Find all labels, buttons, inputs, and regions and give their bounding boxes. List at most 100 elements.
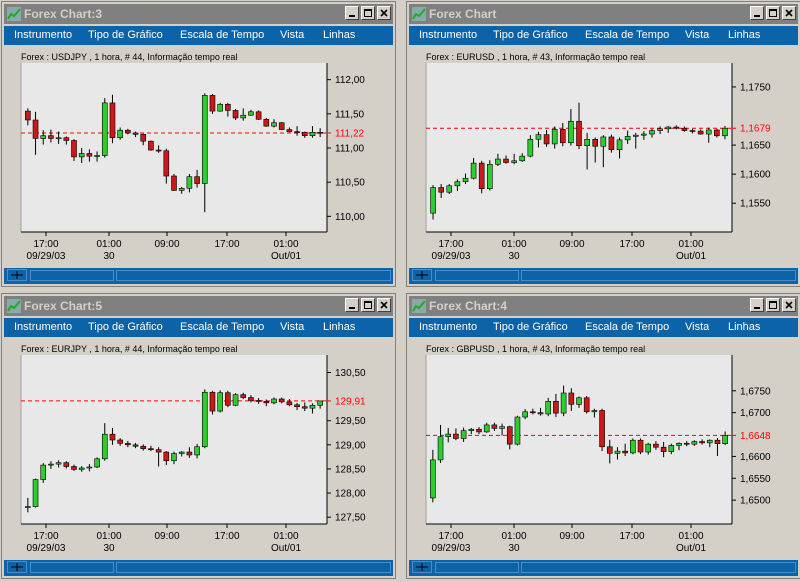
menu-tipo-de-grafico[interactable]: Tipo de Gráfico [493, 29, 568, 41]
menu-instrumento[interactable]: Instrumento [14, 29, 73, 41]
crosshair-icon[interactable] [7, 269, 27, 281]
menu-instrumento[interactable]: Instrumento [419, 29, 478, 41]
chart-window-1[interactable]: Forex Chart:3 Instrumento Tipo de Gráfico E… [1, 1, 396, 287]
chart-window-2[interactable]: Forex Chart Instrumento Tipo de Gráfico Esc… [406, 1, 800, 287]
title-bar[interactable]: Forex Chart:5 [4, 296, 393, 316]
candle-body [476, 428, 482, 433]
candle [94, 457, 100, 468]
candle [101, 423, 108, 461]
candle-body [186, 176, 193, 189]
x-tick-label: 09:00 [154, 239, 179, 250]
candle [705, 127, 712, 143]
title-bar[interactable]: Forex Chart:3 [4, 4, 393, 24]
candle-body [560, 392, 567, 414]
menu-tipo-de-grafico[interactable]: Tipo de Gráfico [493, 321, 568, 333]
menu-linhas[interactable]: Linhas [323, 321, 356, 333]
candle [155, 145, 162, 153]
y-tick-label: 111,50 [335, 109, 365, 120]
candle [148, 445, 154, 452]
x-tick-label: 01:00 [96, 531, 121, 542]
chart-canvas[interactable]: Forex : GBPUSD , 1 hora, # 43, Informaçã… [420, 340, 794, 552]
plot-area [426, 355, 732, 524]
candle-body [86, 466, 93, 469]
menu-escala-de-tempo[interactable]: Escala de Tempo [585, 29, 670, 41]
chart-window-3[interactable]: Forex Chart:5 Instrumento Tipo de Gráfico E… [1, 293, 396, 579]
candle-body [553, 400, 559, 414]
candle-body [591, 410, 598, 413]
candle [660, 441, 667, 458]
x-date-label: 09/29/03 [432, 251, 471, 260]
candle-body [178, 188, 185, 191]
candle-body [71, 140, 77, 158]
maximize-button[interactable] [766, 298, 780, 312]
close-button[interactable] [782, 298, 796, 312]
close-icon [785, 301, 793, 309]
candle-body [522, 411, 528, 418]
candle-body [530, 411, 536, 414]
chart-canvas[interactable]: Forex : USDJPY , 1 hora, # 44, Informaçã… [15, 48, 389, 260]
menu-escala-de-tempo[interactable]: Escala de Tempo [180, 321, 265, 333]
maximize-button[interactable] [361, 298, 375, 312]
candle-body [317, 131, 323, 134]
chart-app-icon [7, 7, 21, 21]
menu-vista[interactable]: Vista [280, 29, 305, 41]
maximize-button[interactable] [766, 6, 780, 20]
menu-vista[interactable]: Vista [280, 321, 305, 333]
menu-tipo-de-grafico[interactable]: Tipo de Gráfico [88, 29, 163, 41]
menu-escala-de-tempo[interactable]: Escala de Tempo [180, 29, 265, 41]
chart-app-icon [7, 299, 21, 313]
window-title: Forex Chart [429, 7, 497, 21]
minimize-button[interactable] [345, 298, 359, 312]
close-button[interactable] [377, 298, 391, 312]
maximize-button[interactable] [361, 6, 375, 20]
candle-body [132, 132, 139, 135]
candle-body [673, 126, 680, 129]
candle [263, 117, 270, 127]
menu-vista[interactable]: Vista [685, 29, 710, 41]
menu-linhas[interactable]: Linhas [323, 29, 356, 41]
menu-linhas[interactable]: Linhas [728, 29, 761, 41]
candle [240, 108, 247, 121]
candle [201, 389, 208, 449]
menu-instrumento[interactable]: Instrumento [419, 321, 478, 333]
candle-body [676, 442, 682, 446]
minimize-button[interactable] [750, 298, 764, 312]
chart-canvas[interactable]: Forex : EURJPY , 1 hora, # 44, Informaçã… [15, 340, 389, 552]
menu-instrumento[interactable]: Instrumento [14, 321, 73, 333]
x-tick-label: 01:00 [96, 239, 121, 250]
chart-canvas[interactable]: Forex : EURUSD , 1 hora, # 43, Informaçã… [420, 48, 794, 260]
candle-body [622, 450, 628, 454]
candle [430, 185, 436, 220]
candle-body [209, 391, 216, 412]
candle [632, 132, 639, 149]
status-panel-2 [116, 270, 391, 281]
candle-body [117, 439, 123, 444]
title-bar[interactable]: Forex Chart [409, 4, 798, 24]
candle [25, 108, 31, 126]
menu-escala-de-tempo[interactable]: Escala de Tempo [585, 321, 670, 333]
menu-linhas[interactable]: Linhas [728, 321, 761, 333]
candle [78, 148, 85, 164]
close-button[interactable] [377, 6, 391, 20]
crosshair-icon[interactable] [412, 269, 432, 281]
candle-body [430, 459, 436, 499]
minimize-button[interactable] [345, 6, 359, 20]
candle [543, 129, 550, 147]
x-date-label: 30 [508, 543, 520, 552]
crosshair-icon[interactable] [7, 561, 27, 573]
candle [665, 125, 671, 133]
candle [519, 153, 526, 162]
candle [599, 408, 605, 452]
minimize-button[interactable] [750, 6, 764, 20]
chart-window-4[interactable]: Forex Chart:4 Instrumento Tipo de Gráfico E… [406, 293, 800, 579]
crosshair-icon[interactable] [412, 561, 432, 573]
minimize-icon [349, 15, 355, 17]
close-icon [785, 9, 793, 17]
candle-body [599, 410, 605, 448]
title-bar[interactable]: Forex Chart:4 [409, 296, 798, 316]
candle [40, 130, 47, 145]
menu-tipo-de-grafico[interactable]: Tipo de Gráfico [88, 321, 163, 333]
menu-vista[interactable]: Vista [685, 321, 710, 333]
candle-body [453, 433, 459, 439]
close-button[interactable] [782, 6, 796, 20]
